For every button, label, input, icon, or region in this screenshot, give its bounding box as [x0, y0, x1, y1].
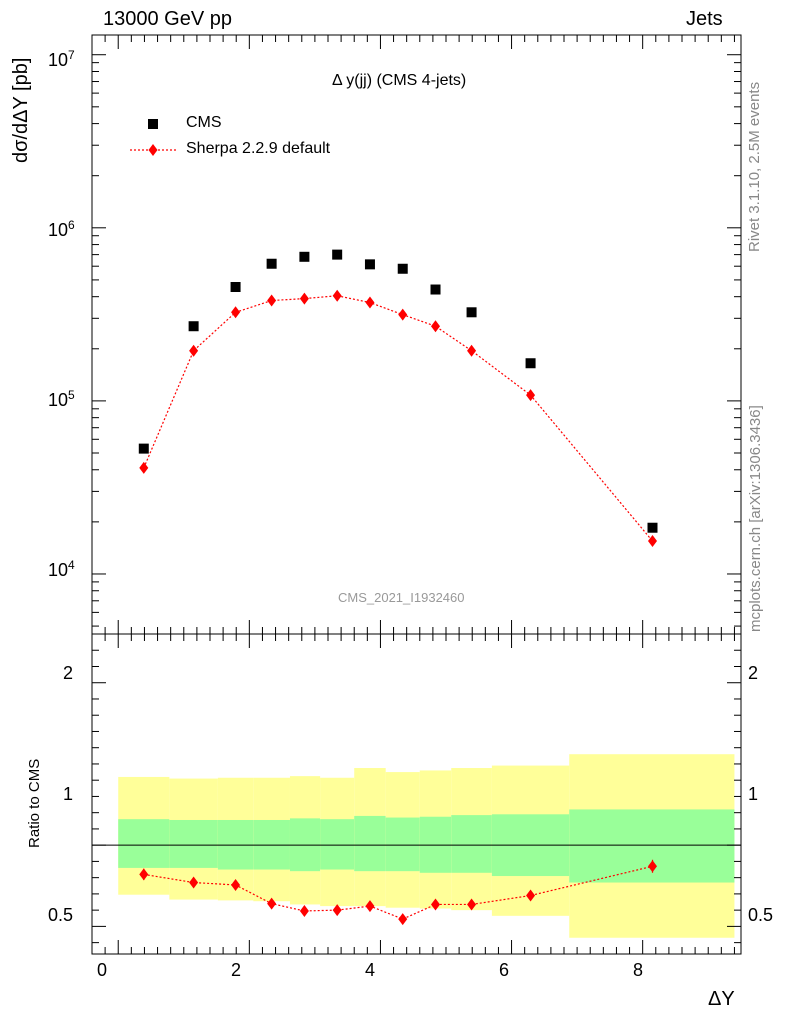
- legend-marker-cms: [148, 119, 158, 129]
- ratio-point: [398, 913, 408, 926]
- ytick-exponent: 5: [68, 388, 75, 402]
- ytick-label: 107: [48, 48, 75, 71]
- cms-point: [466, 307, 477, 318]
- header-right: Jets: [686, 8, 723, 30]
- sherpa-point: [648, 535, 657, 548]
- ratio-ytick-label: 0.5: [48, 905, 74, 925]
- sherpa-point: [431, 320, 441, 333]
- sherpa-point: [332, 289, 342, 302]
- sherpa-point: [299, 292, 309, 305]
- stat-uncertainty-band: [320, 819, 355, 870]
- x-axis-label: ΔY: [708, 988, 735, 1010]
- ratio-ytick-label-right: 2: [748, 663, 759, 683]
- xtick-label: 2: [231, 960, 242, 980]
- xtick-label: 8: [633, 960, 644, 980]
- ratio-bands: [118, 754, 735, 938]
- sherpa-point: [139, 461, 149, 474]
- cms-point: [266, 258, 277, 269]
- cms-point: [647, 522, 658, 533]
- stat-uncertainty-band: [451, 815, 492, 873]
- ytick-base: 10: [48, 390, 69, 410]
- cms-point: [188, 321, 199, 332]
- ratio-point: [365, 900, 375, 913]
- xtick-label: 4: [365, 960, 376, 980]
- legend-marker-sherpa: [148, 144, 158, 156]
- main-frame: [91, 34, 742, 635]
- ratio-ytick-label: 1: [63, 784, 74, 804]
- ytick-label: 106: [48, 218, 75, 241]
- ratio-ytick-label-right: 1: [748, 784, 759, 804]
- stat-uncertainty-band: [354, 815, 386, 872]
- ratio-ytick-label-right: 0.5: [748, 905, 774, 925]
- ratio-ytick-label: 2: [63, 663, 74, 683]
- sherpa-point: [526, 389, 536, 402]
- watermark: CMS_2021_I1932460: [338, 590, 465, 605]
- ytick-exponent: 6: [68, 218, 75, 232]
- ytick-base: 10: [48, 50, 69, 70]
- sherpa-point: [267, 294, 277, 307]
- ratio-line: [143, 865, 653, 920]
- cms-point: [332, 249, 343, 260]
- header-left: 13000 GeV pp: [103, 8, 232, 30]
- ytick-base: 10: [48, 560, 69, 580]
- sherpa-point: [467, 344, 477, 357]
- ytick-exponent: 7: [68, 48, 75, 62]
- stat-uncertainty-band: [569, 809, 735, 883]
- ratio-point: [648, 860, 657, 873]
- ratio-point: [189, 876, 199, 889]
- cms-point: [138, 443, 149, 454]
- ratio-point: [231, 878, 241, 891]
- ratio-point: [267, 897, 277, 910]
- axes-frames: [91, 34, 742, 955]
- stat-uncertainty-band: [385, 817, 420, 872]
- legend-label-cms: CMS: [186, 114, 222, 131]
- xtick-label: 0: [97, 960, 108, 980]
- cms-point: [397, 263, 408, 274]
- ratio-point: [526, 889, 536, 902]
- sherpa-point: [189, 344, 199, 357]
- main-series: [138, 249, 658, 548]
- sherpa-point: [398, 308, 408, 321]
- xtick-label: 6: [499, 960, 510, 980]
- cms-point: [364, 259, 375, 270]
- cms-point: [525, 358, 536, 369]
- ratio-point: [431, 898, 441, 911]
- cms-point: [299, 251, 310, 262]
- legend-marks: [130, 119, 176, 156]
- ratio-frame: [91, 633, 742, 955]
- ratio-point: [467, 898, 477, 911]
- ytick-base: 10: [48, 220, 69, 240]
- legend-label-sherpa: Sherpa 2.2.9 default: [186, 140, 331, 157]
- ytick-label: 105: [48, 388, 75, 411]
- chart-title: Δ y(jj) (CMS 4-jets): [332, 72, 467, 89]
- stat-uncertainty-band: [169, 819, 218, 868]
- sherpa-point: [231, 306, 241, 319]
- ytick-exponent: 4: [68, 558, 75, 572]
- cms-point: [230, 281, 241, 292]
- sherpa-line: [143, 295, 653, 542]
- ytick-label: 104: [48, 558, 75, 581]
- ratio-series: [139, 859, 657, 926]
- cms-point: [430, 284, 441, 295]
- ratio-point: [139, 868, 149, 881]
- ratio-point: [332, 904, 342, 917]
- stat-uncertainty-band: [118, 819, 170, 868]
- ratio-point: [299, 904, 309, 917]
- sherpa-point: [365, 296, 375, 309]
